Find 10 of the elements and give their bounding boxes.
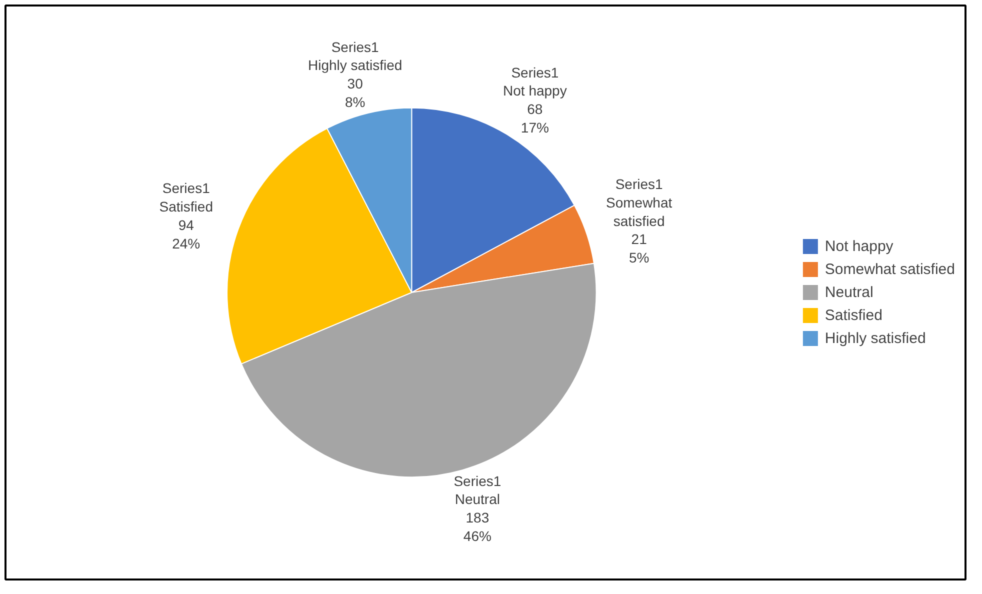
- data-label: Series1 Not happy 68 17%: [503, 64, 567, 136]
- legend-label: Neutral: [824, 284, 874, 300]
- legend-label: Not happy: [824, 238, 894, 254]
- legend-label: Somewhat satisfied: [824, 260, 955, 278]
- data-label: Series1 Neutral 183 46%: [454, 472, 502, 544]
- legend-label: Highly satisfied: [824, 330, 926, 346]
- legend-label: Satisfied: [824, 306, 882, 324]
- data-label: Series1 Somewhat satisfied 21 5%: [606, 176, 672, 266]
- data-label: Series1 Satisfied 94 24%: [159, 180, 213, 252]
- data-label: Series1 Highly satisfied 30 8%: [308, 38, 402, 110]
